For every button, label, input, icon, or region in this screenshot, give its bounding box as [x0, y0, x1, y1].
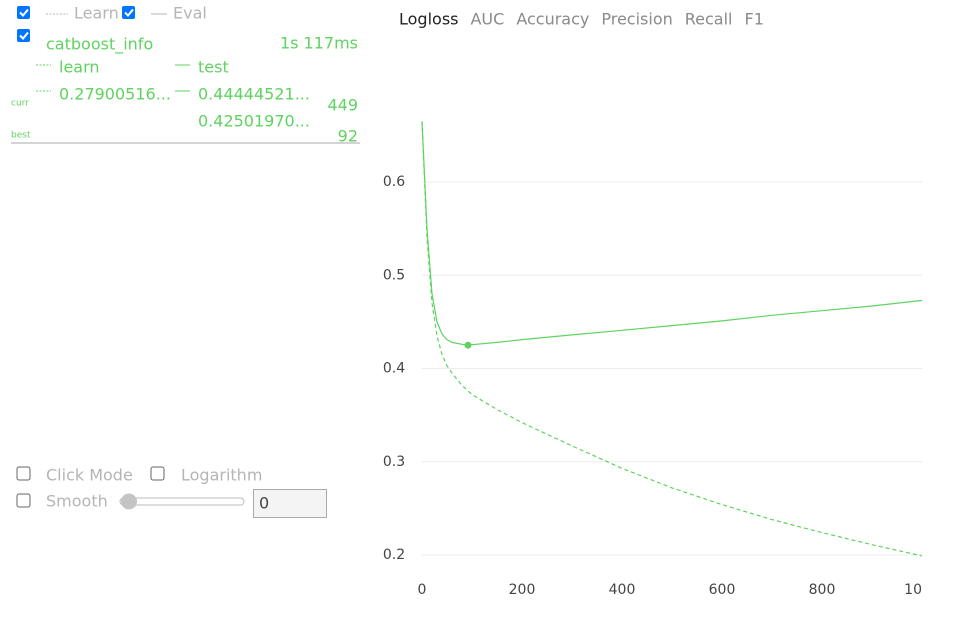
- series-line: [421, 121, 923, 557]
- logarithm-label[interactable]: Logarithm: [181, 466, 262, 485]
- checkbox[interactable]: [150, 466, 165, 481]
- y-tick-label: 0.3: [383, 454, 405, 470]
- x-tick-label: 1000: [904, 582, 940, 598]
- metric-tab[interactable]: Logloss: [399, 10, 458, 29]
- learn-toggle[interactable]: Learn: [74, 4, 119, 23]
- test-value: 0.42501970...: [198, 112, 310, 131]
- click-mode-label[interactable]: Click Mode: [46, 466, 133, 485]
- x-tick-label: 0: [418, 582, 427, 598]
- eval-toggle[interactable]: Eval: [173, 4, 207, 23]
- checkbox[interactable]: [16, 493, 31, 508]
- column-header: learn: [59, 58, 100, 77]
- test-value: 0.44444521...: [198, 85, 310, 104]
- slider-track[interactable]: [119, 497, 245, 506]
- slider-thumb[interactable]: [121, 493, 137, 510]
- iteration: 449: [327, 96, 358, 115]
- metric-tab[interactable]: Recall: [685, 10, 733, 29]
- y-tick-label: 0.2: [383, 547, 405, 563]
- row-label: curr: [11, 99, 29, 109]
- column-header: test: [198, 58, 229, 77]
- learn-value: 0.27900516...: [59, 85, 171, 104]
- x-tick-label: 200: [509, 582, 536, 598]
- y-tick-label: 0.6: [383, 174, 405, 190]
- best-point: [464, 341, 472, 349]
- checkbox[interactable]: [17, 29, 30, 42]
- x-tick-label: 600: [709, 582, 736, 598]
- row-label: best: [11, 131, 31, 141]
- metric-tab[interactable]: Precision: [601, 10, 672, 29]
- iteration: 92: [338, 127, 358, 146]
- tabs: Logloss AUC Accuracy Precision Recall F1: [399, 10, 764, 29]
- checkbox[interactable]: [17, 6, 30, 19]
- series-line: [421, 121, 923, 346]
- metric-tab[interactable]: F1: [744, 10, 763, 29]
- x-tick-label: 400: [609, 582, 636, 598]
- smooth-input[interactable]: [253, 489, 327, 518]
- x-tick-labels: 0 200 400 600 800 1000: [418, 582, 940, 598]
- run-time: 1s 117ms: [280, 34, 358, 53]
- checkbox[interactable]: [16, 466, 31, 481]
- plot: 0.2 0.3 0.4 0.5 0.6 0 200 400 600 800 1000: [383, 121, 940, 598]
- checkbox[interactable]: [122, 6, 135, 19]
- x-tick-label: 800: [809, 582, 836, 598]
- smooth-input-value: 0: [259, 494, 269, 513]
- y-tick-label: 0.4: [383, 361, 405, 377]
- run-name: catboost_info: [46, 35, 153, 55]
- y-tick-label: 0.5: [383, 267, 405, 283]
- smooth-label[interactable]: Smooth: [46, 492, 108, 511]
- metric-tab[interactable]: AUC: [470, 10, 504, 29]
- metric-tab[interactable]: Accuracy: [516, 10, 589, 29]
